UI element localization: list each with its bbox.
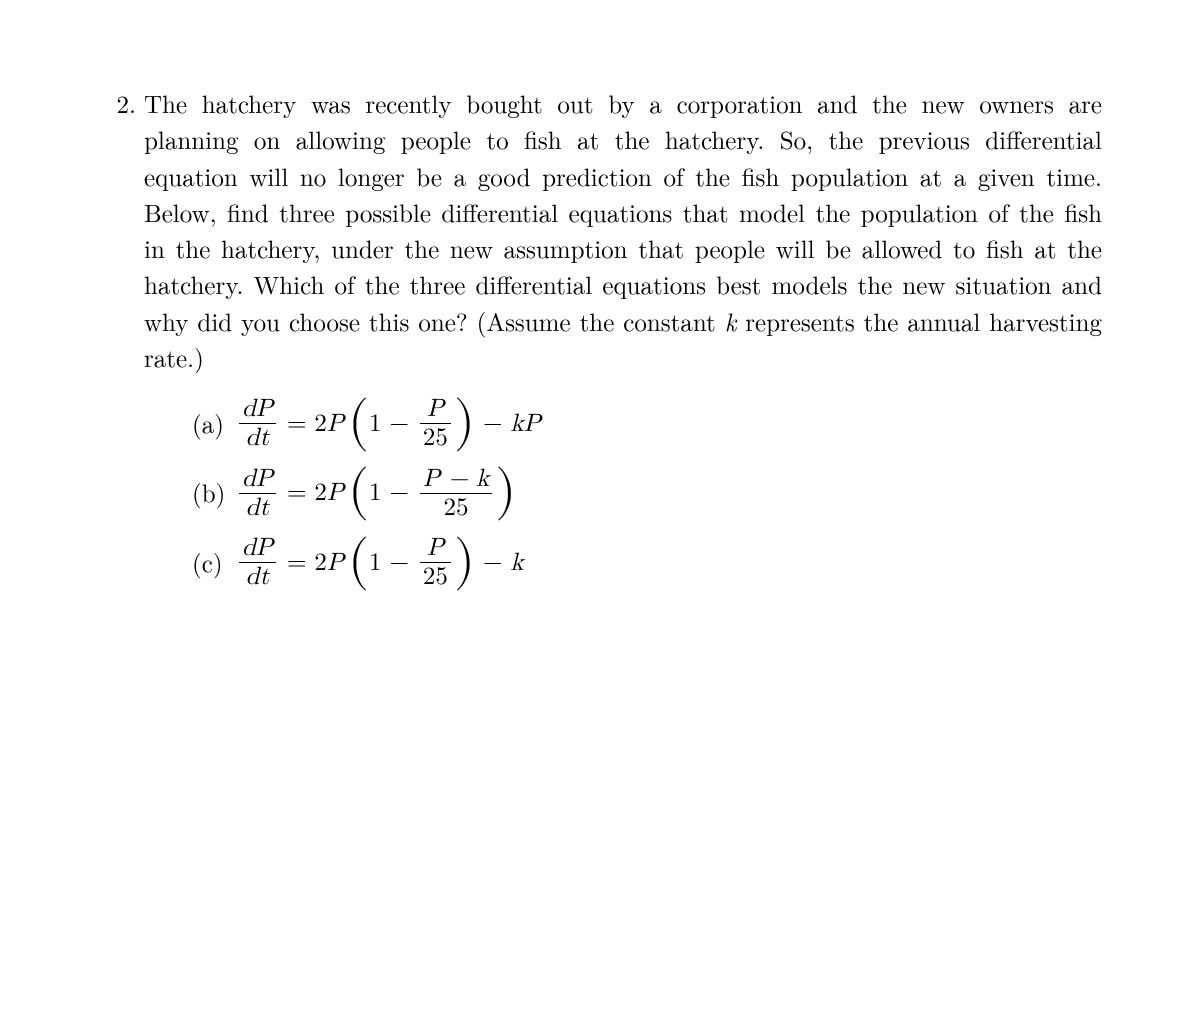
equation-b: dP dt = 2P ( 1 − P − k 25 ) (236, 466, 516, 522)
equation-options: (a) dP dt = 2P ( 1 − P (144, 396, 1102, 591)
problem-text-part-1: The hatchery was recently bought out by … (144, 86, 1102, 339)
option-b: (b) dP dt = 2P ( 1 − P − k (192, 466, 1102, 522)
eq-c-inner-num: P (420, 535, 451, 563)
eq-c-lhs-num: dP (239, 535, 276, 563)
eq-b-equals: = (287, 475, 306, 511)
page: 2. The hatchery was recently bought out … (0, 0, 1200, 605)
eq-b-minus1: − (389, 475, 408, 511)
eq-c-lhs-den: dt (239, 563, 276, 590)
option-c: (c) dP dt = 2P ( 1 − P (192, 535, 1102, 591)
eq-a-minus1: − (389, 406, 408, 442)
eq-b-innerfrac: P − k 25 (420, 466, 492, 522)
eq-b-lhs-num: dP (239, 466, 276, 494)
eq-c-tail: k (510, 545, 523, 581)
eq-c-lhs: dP dt (239, 535, 276, 591)
eq-c-one: 1 (369, 545, 382, 581)
eq-a-lhs: dP dt (239, 396, 276, 452)
eq-c-inner-den: 25 (420, 563, 451, 590)
eq-c-minus1: − (389, 545, 408, 581)
option-b-label: (b) (192, 475, 236, 511)
option-c-label: (c) (192, 545, 236, 581)
equation-c: dP dt = 2P ( 1 − P 25 ) (236, 535, 524, 591)
eq-a-one: 1 (369, 406, 382, 442)
eq-c-innerfrac: P 25 (420, 535, 451, 591)
eq-a-innerfrac: P 25 (420, 396, 451, 452)
eq-a-inner-den: 25 (420, 424, 451, 451)
problem-text: The hatchery was recently bought out by … (144, 86, 1102, 376)
eq-b-coef: 2 (314, 475, 327, 511)
problem-2: 2. The hatchery was recently bought out … (98, 86, 1102, 605)
eq-c-coef: 2 (314, 545, 327, 581)
option-a-label: (a) (192, 406, 236, 442)
eq-a-lhs-den: dt (239, 424, 276, 451)
eq-a-lhs-num: dP (239, 396, 276, 424)
eq-a-coef: 2 (314, 406, 327, 442)
eq-a-equals: = (287, 406, 306, 442)
eq-b-lhs: dP dt (239, 466, 276, 522)
equation-a: dP dt = 2P ( 1 − P 25 ) (236, 396, 541, 452)
eq-c-minus2: − (483, 545, 502, 581)
eq-b-inner-num: P − k (420, 466, 492, 494)
eq-a-minus2: − (483, 406, 502, 442)
eq-a-inner-num: P (420, 396, 451, 424)
problem-body: The hatchery was recently bought out by … (144, 86, 1102, 605)
eq-a-tail: kP (510, 406, 540, 442)
eq-b-lhs-den: dt (239, 494, 276, 521)
eq-c-equals: = (287, 545, 306, 581)
eq-b-one: 1 (369, 475, 382, 511)
constant-k: k (725, 304, 737, 339)
problem-number: 2. (98, 86, 144, 122)
option-a: (a) dP dt = 2P ( 1 − P (192, 396, 1102, 452)
eq-b-inner-den: 25 (420, 494, 492, 521)
